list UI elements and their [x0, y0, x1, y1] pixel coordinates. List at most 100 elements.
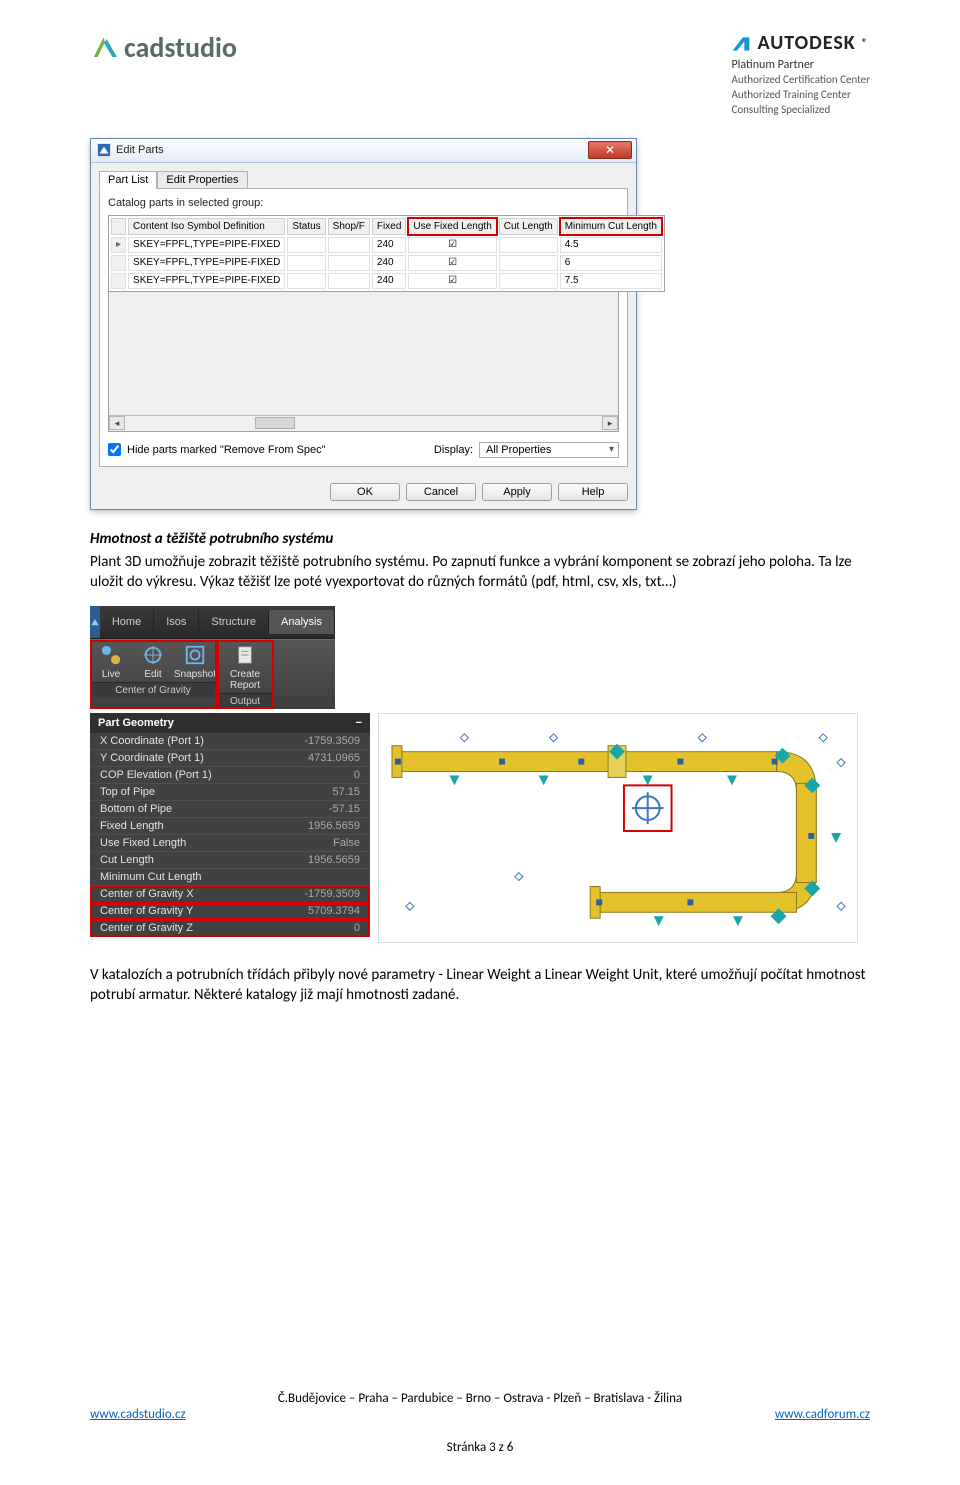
cell-iso-def[interactable]: SKEY=FPFL,TYPE=PIPE-FIXED [128, 237, 285, 253]
row-marker [111, 273, 126, 289]
cancel-button[interactable]: Cancel [406, 483, 476, 501]
cell-use-fixed[interactable]: ☑ [408, 237, 496, 253]
col-min-cut-length[interactable]: Minimum Cut Length [560, 218, 662, 235]
display-combo[interactable]: All Properties [479, 442, 619, 458]
footer-link-cadstudio[interactable]: www.cadstudio.cz [90, 1407, 186, 1422]
cell-cut[interactable] [499, 255, 558, 271]
palette-header[interactable]: Part Geometry − [90, 713, 370, 733]
cell-iso-def[interactable]: SKEY=FPFL,TYPE=PIPE-FIXED [128, 255, 285, 271]
cadstudio-mark-icon [90, 33, 120, 63]
palette-row[interactable]: Top of Pipe57.15 [90, 784, 370, 801]
palette-row[interactable]: Y Coordinate (Port 1)4731.0965 [90, 750, 370, 767]
palette-key: Minimum Cut Length [100, 871, 202, 883]
col-iso-def[interactable]: Content Iso Symbol Definition [128, 218, 285, 235]
footer-link-cadforum[interactable]: www.cadforum.cz [775, 1407, 870, 1422]
cell-shop[interactable] [328, 255, 370, 271]
cell-shop[interactable] [328, 237, 370, 253]
palette-row[interactable]: Center of Gravity Z0 [90, 920, 370, 937]
cell-iso-def[interactable]: SKEY=FPFL,TYPE=PIPE-FIXED [128, 273, 285, 289]
ribbon-btn-snapshot[interactable]: Snapshot [174, 640, 216, 682]
palette-row[interactable]: Center of Gravity Y5709.3794 [90, 903, 370, 920]
cell-cut[interactable] [499, 237, 558, 253]
dialog-button-row: OK Cancel Apply Help [91, 475, 636, 509]
tab-edit-properties[interactable]: Edit Properties [157, 171, 247, 189]
palette-row[interactable]: Minimum Cut Length [90, 869, 370, 886]
ok-button[interactable]: OK [330, 483, 400, 501]
ribbon-btn-live[interactable]: Live [90, 640, 132, 682]
cell-status[interactable] [287, 255, 325, 271]
tab-part-list[interactable]: Part List [99, 171, 157, 189]
ribbon-btn-edit[interactable]: Edit [132, 640, 174, 682]
ribbon-panel-row: Live Edit Snapshot Center of Gravity Cre… [90, 639, 335, 709]
dialog-titlebar[interactable]: Edit Parts ✕ [91, 139, 636, 163]
palette-key: Use Fixed Length [100, 837, 186, 849]
ribbon-group-label-output: Output [217, 693, 273, 709]
palette-value: 1956.5659 [308, 854, 360, 866]
cell-mincut[interactable]: 7.5 [560, 273, 662, 289]
pipe-3d-view[interactable] [378, 713, 858, 943]
cell-fixed[interactable]: 240 [372, 237, 406, 253]
palette-row[interactable]: Bottom of Pipe-57.15 [90, 801, 370, 818]
palette-value: -57.15 [329, 803, 360, 815]
snapshot-icon [184, 644, 206, 666]
palette-key: Center of Gravity Z [100, 922, 193, 934]
cell-mincut[interactable]: 4.5 [560, 237, 662, 253]
col-use-fixed-length[interactable]: Use Fixed Length [408, 218, 496, 235]
hide-parts-label: Hide parts marked "Remove From Spec" [127, 444, 326, 456]
cell-mincut[interactable]: 6 [560, 255, 662, 271]
col-status[interactable]: Status [287, 218, 325, 235]
display-label: Display: [434, 444, 473, 456]
col-shop[interactable]: Shop/F [328, 218, 370, 235]
ribbon-group-label-cog: Center of Gravity [90, 682, 216, 698]
ribbon-tab-isos[interactable]: Isos [154, 610, 199, 634]
palette-row[interactable]: X Coordinate (Port 1)-1759.3509 [90, 733, 370, 750]
autodesk-cert4: Consulting Specialized [731, 103, 870, 118]
close-button[interactable]: ✕ [588, 141, 632, 159]
cell-fixed[interactable]: 240 [372, 273, 406, 289]
page-header: cadstudio AUTODESK ® Platinum Partner Au… [90, 30, 870, 118]
ribbon-tab-analysis[interactable]: Analysis [269, 610, 335, 634]
palette-row[interactable]: COP Elevation (Port 1)0 [90, 767, 370, 784]
autodesk-cert3: Authorized Training Center [731, 88, 870, 103]
autodesk-word: AUTODESK [757, 30, 855, 57]
table-row[interactable]: SKEY=FPFL,TYPE=PIPE-FIXED 240☑ 7.5 [111, 273, 662, 289]
autodesk-cert1: Platinum Partner [731, 57, 870, 73]
ribbon-app-icon[interactable] [90, 606, 100, 638]
scroll-left-arrow[interactable]: ◂ [109, 416, 125, 430]
cell-use-fixed[interactable]: ☑ [408, 255, 496, 271]
palette-value: -1759.3509 [304, 735, 360, 747]
cell-shop[interactable] [328, 273, 370, 289]
col-cut-length[interactable]: Cut Length [499, 218, 558, 235]
table-row[interactable]: SKEY=FPFL,TYPE=PIPE-FIXED 240☑ 6 [111, 255, 662, 271]
grid-horizontal-scrollbar[interactable]: ◂ ▸ [109, 415, 618, 431]
table-row[interactable]: ▸SKEY=FPFL,TYPE=PIPE-FIXED240☑4.5 [111, 237, 662, 253]
row-marker [111, 255, 126, 271]
palette-row[interactable]: Cut Length1956.5659 [90, 852, 370, 869]
cell-use-fixed[interactable]: ☑ [408, 273, 496, 289]
palette-row[interactable]: Use Fixed LengthFalse [90, 835, 370, 852]
cell-status[interactable] [287, 273, 325, 289]
page-footer: Č.Budějovice – Praha – Pardubice – Brno … [90, 1391, 870, 1455]
autodesk-partner-block: AUTODESK ® Platinum Partner Authorized C… [731, 30, 870, 118]
palette-value: 57.15 [332, 786, 360, 798]
cell-cut[interactable] [499, 273, 558, 289]
ribbon-btn-snapshot-label: Snapshot [174, 669, 216, 680]
autodesk-reg: ® [862, 36, 869, 51]
parts-grid[interactable]: Content Iso Symbol Definition Status Sho… [108, 215, 665, 292]
col-fixed[interactable]: Fixed [372, 218, 406, 235]
scroll-right-arrow[interactable]: ▸ [602, 416, 618, 430]
scroll-thumb[interactable] [255, 417, 295, 429]
hide-parts-checkbox[interactable] [108, 443, 121, 456]
app-icon [97, 143, 111, 157]
ribbon-tab-home[interactable]: Home [100, 610, 154, 634]
palette-collapse-icon[interactable]: − [356, 717, 362, 729]
cell-status[interactable] [287, 237, 325, 253]
palette-row[interactable]: Center of Gravity X-1759.3509 [90, 886, 370, 903]
apply-button[interactable]: Apply [482, 483, 552, 501]
palette-row[interactable]: Fixed Length1956.5659 [90, 818, 370, 835]
help-button[interactable]: Help [558, 483, 628, 501]
ribbon-btn-create-report[interactable]: Create Report [217, 640, 273, 693]
live-icon [100, 644, 122, 666]
ribbon-tab-structure[interactable]: Structure [199, 610, 269, 634]
cell-fixed[interactable]: 240 [372, 255, 406, 271]
